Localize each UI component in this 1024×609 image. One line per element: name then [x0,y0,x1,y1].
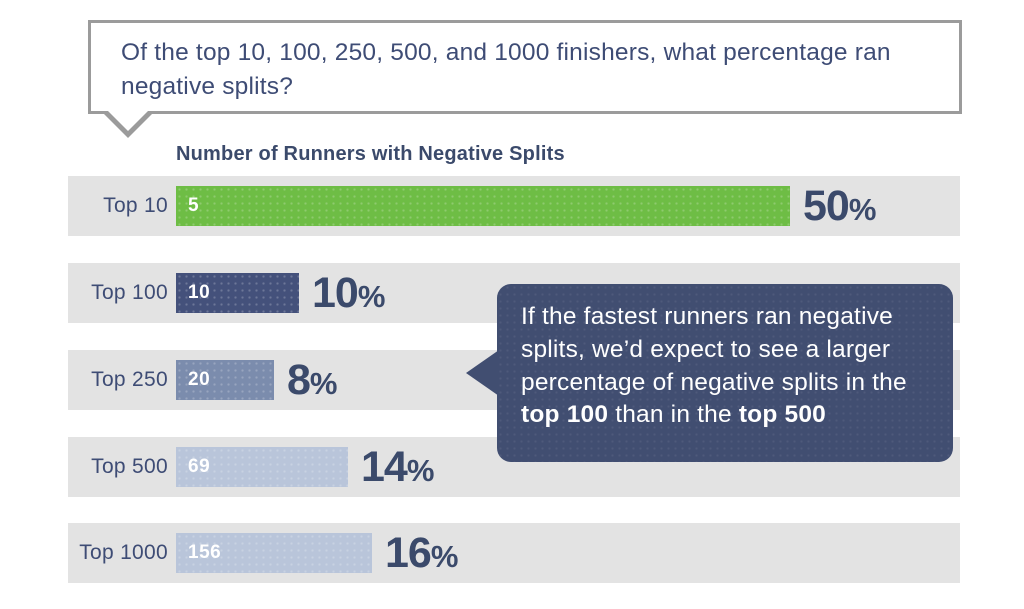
percent-label: 50% [803,181,877,230]
callout-text: If the fastest runners ran negative spli… [521,303,907,429]
bar-count-label: 20 [188,369,211,390]
percent-sign: % [357,278,386,314]
bar-count-label: 5 [188,195,200,216]
bar-count-label: 69 [188,456,211,477]
percent-label: 14% [361,442,435,491]
percent-sign: % [848,191,877,227]
bar-top-10: 5 [176,186,790,226]
bar-row-top-10: Top 10 5 50% [68,176,960,236]
percent-label: 16% [385,528,459,577]
bar-count-label: 10 [188,282,211,303]
question-bubble: Of the top 10, 100, 250, 500, and 1000 f… [88,20,962,138]
bar-row-top-1000: Top 1000 156 16% [68,523,960,583]
bar-top-250: 20 [176,360,274,400]
category-label: Top 10 [103,194,168,217]
bar-top-500: 69 [176,447,348,487]
bar-top-100: 10 [176,273,299,313]
category-label: Top 1000 [79,541,168,564]
percent-sign: % [406,452,435,488]
bar-top-1000: 156 [176,533,372,573]
percent-sign: % [309,365,338,401]
callout-bubble: If the fastest runners ran negative spli… [466,284,953,462]
question-text: Of the top 10, 100, 250, 500, and 1000 f… [121,39,891,101]
category-label: Top 100 [91,281,168,304]
category-label: Top 250 [91,368,168,391]
percent-sign: % [430,538,459,574]
bar-count-label: 156 [188,542,222,563]
category-label: Top 500 [91,455,168,478]
callout-bubble-tail [466,350,499,396]
question-bubble-tail-fill [105,108,151,131]
chart-title: Number of Runners with Negative Splits [176,143,565,165]
percent-label: 8% [287,355,338,404]
percent-label: 10% [312,268,386,317]
